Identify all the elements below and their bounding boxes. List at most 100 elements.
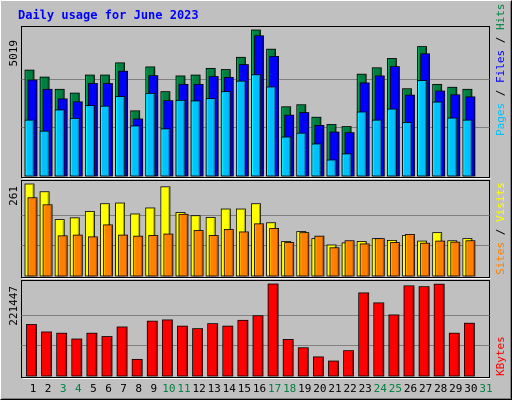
bar-sites-day-2 bbox=[42, 204, 53, 277]
panel-3-legend: KBytes bbox=[494, 336, 507, 376]
bar-pages-day-6 bbox=[100, 105, 110, 177]
bar-pages-day-26 bbox=[402, 122, 412, 177]
bar-kbytes-day-13 bbox=[207, 323, 219, 377]
bar-kbytes-day-21 bbox=[328, 360, 339, 377]
x-tick-day-13: 13 bbox=[208, 382, 221, 395]
bar-pages-day-4 bbox=[69, 118, 80, 177]
bar-kbytes-day-30 bbox=[463, 322, 475, 377]
x-tick-day-14: 14 bbox=[223, 382, 237, 395]
bar-kbytes-day-20 bbox=[312, 356, 324, 377]
x-tick-day-25: 25 bbox=[389, 382, 402, 395]
bar-kbytes-day-17 bbox=[267, 283, 279, 377]
panel-1-max-label: 5019 bbox=[7, 40, 20, 67]
bar-kbytes-day-4 bbox=[71, 338, 83, 377]
legend-kbytes: KBytes bbox=[494, 336, 507, 376]
bar-kbytes-day-2 bbox=[41, 331, 52, 377]
x-tick-day-26: 26 bbox=[404, 382, 417, 395]
bar-kbytes-day-27 bbox=[418, 286, 430, 377]
bar-sites-day-18 bbox=[284, 242, 295, 277]
bar-pages-day-10 bbox=[160, 128, 171, 177]
bar-kbytes-day-1 bbox=[26, 324, 37, 377]
bar-sites-day-15 bbox=[238, 231, 249, 277]
bar-pages-day-16 bbox=[251, 74, 261, 177]
bar-pages-day-14 bbox=[220, 91, 231, 177]
x-tick-day-21: 21 bbox=[328, 382, 341, 395]
bar-sites-day-27 bbox=[420, 242, 431, 277]
bar-kbytes-day-9 bbox=[146, 320, 158, 377]
bar-pages-day-24 bbox=[371, 119, 382, 177]
bar-sites-day-17 bbox=[269, 228, 280, 277]
bar-kbytes-day-3 bbox=[56, 332, 68, 377]
bar-pages-day-19 bbox=[296, 132, 307, 177]
bar-kbytes-day-24 bbox=[373, 302, 385, 377]
x-tick-day-27: 27 bbox=[419, 382, 432, 395]
bar-sites-day-6 bbox=[103, 224, 113, 277]
bar-sites-day-8 bbox=[133, 235, 144, 277]
bar-sites-day-20 bbox=[314, 235, 325, 277]
bar-pages-day-23 bbox=[356, 111, 367, 177]
x-tick-day-18: 18 bbox=[283, 382, 296, 395]
x-tick-day-11: 11 bbox=[177, 382, 190, 395]
bar-pages-day-5 bbox=[85, 105, 95, 177]
bar-sites-day-13 bbox=[208, 235, 219, 277]
x-tick-day-6: 6 bbox=[105, 382, 112, 395]
bar-sites-day-16 bbox=[254, 223, 264, 277]
bar-kbytes-day-29 bbox=[448, 332, 460, 377]
bar-pages-day-3 bbox=[54, 109, 65, 177]
bar-kbytes-day-16 bbox=[252, 315, 264, 377]
bar-kbytes-day-5 bbox=[86, 332, 98, 377]
bar-kbytes-day-28 bbox=[433, 283, 445, 377]
bar-kbytes-day-10 bbox=[161, 319, 173, 377]
legend-visits: Visits bbox=[494, 182, 507, 222]
x-tick-day-16: 16 bbox=[253, 382, 266, 395]
legend-sites: Sites bbox=[494, 242, 507, 275]
x-tick-day-17: 17 bbox=[268, 382, 281, 395]
bar-sites-day-4 bbox=[72, 234, 83, 277]
bar-sites-day-29 bbox=[450, 241, 461, 277]
bar-pages-day-28 bbox=[432, 101, 443, 177]
bar-kbytes-day-26 bbox=[403, 285, 415, 377]
x-tick-day-23: 23 bbox=[359, 382, 372, 395]
x-tick-day-4: 4 bbox=[75, 382, 82, 395]
bar-pages-day-18 bbox=[281, 136, 292, 177]
bar-sites-day-19 bbox=[299, 232, 310, 277]
x-tick-day-3: 3 bbox=[60, 382, 67, 395]
bar-pages-day-25 bbox=[386, 108, 397, 177]
bar-kbytes-day-23 bbox=[358, 292, 370, 377]
x-tick-day-30: 30 bbox=[464, 382, 477, 395]
bar-pages-day-17 bbox=[266, 86, 277, 177]
x-tick-day-5: 5 bbox=[90, 382, 97, 395]
bar-pages-day-27 bbox=[417, 80, 428, 177]
bar-sites-day-9 bbox=[148, 235, 159, 277]
x-tick-day-15: 15 bbox=[238, 382, 251, 395]
legend-sep: / bbox=[494, 30, 507, 50]
legend-sep: / bbox=[494, 83, 507, 103]
bar-kbytes-day-19 bbox=[297, 347, 309, 377]
bar-kbytes-day-7 bbox=[116, 326, 128, 377]
x-tick-day-2: 2 bbox=[45, 382, 52, 395]
legend-pages: Pages bbox=[494, 103, 507, 136]
bar-kbytes-day-6 bbox=[101, 336, 113, 377]
legend-hits: Hits bbox=[494, 4, 507, 31]
bar-sites-day-30 bbox=[465, 240, 476, 277]
bar-sites-day-25 bbox=[389, 242, 400, 277]
bar-kbytes-day-15 bbox=[237, 319, 249, 377]
x-tick-day-19: 19 bbox=[298, 382, 311, 395]
bar-kbytes-day-25 bbox=[388, 314, 400, 377]
x-tick-day-20: 20 bbox=[313, 382, 326, 395]
panel-1-legend: Pages / Files / Hits bbox=[494, 4, 507, 137]
bar-pages-day-21 bbox=[326, 159, 337, 177]
bar-pages-day-13 bbox=[205, 98, 216, 177]
bar-sites-day-11 bbox=[178, 213, 189, 277]
legend-files: Files bbox=[494, 50, 507, 83]
bar-pages-day-7 bbox=[115, 96, 125, 177]
x-tick-day-9: 9 bbox=[150, 382, 157, 395]
bar-sites-day-3 bbox=[57, 235, 68, 277]
x-tick-day-28: 28 bbox=[434, 382, 447, 395]
x-tick-day-29: 29 bbox=[449, 382, 462, 395]
legend-sep: / bbox=[494, 222, 507, 242]
bar-pages-day-2 bbox=[39, 130, 50, 177]
